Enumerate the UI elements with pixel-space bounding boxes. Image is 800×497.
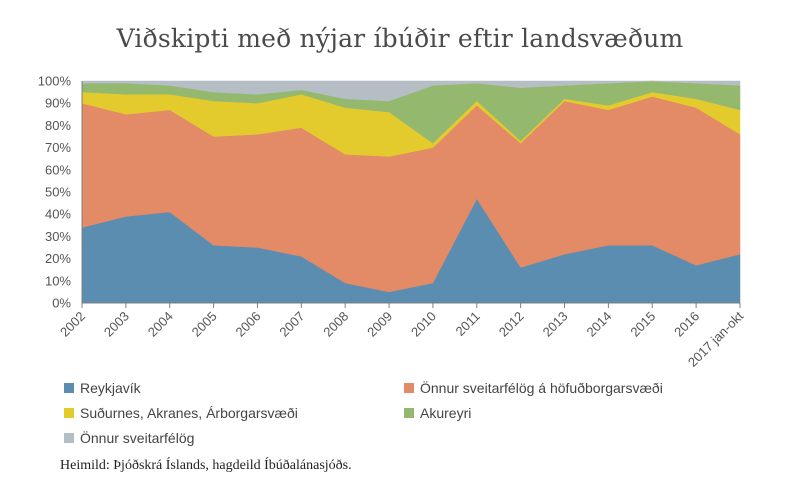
legend-label: Önnur sveitarfélög á höfuðborgarsvæði	[420, 379, 663, 396]
x-tick-label: 2003	[101, 309, 132, 340]
x-tick-label: 2002	[57, 309, 88, 340]
legend: Reykjavík Önnur sveitarfélög á höfuðborga…	[64, 379, 663, 446]
y-tick-label: 70%	[45, 140, 71, 155]
legend-label: Önnur sveitarfélög	[80, 429, 194, 446]
x-tick-label: 2013	[540, 309, 571, 340]
legend-swatch	[404, 408, 414, 418]
x-tick-label: 2005	[189, 309, 220, 340]
y-tick-label: 100%	[38, 74, 72, 89]
x-axis-tick-labels: 2002 2003 2004 2005 2006 2007 2008 2009 2010 2011…	[57, 308, 746, 369]
x-tick-label: 2011	[453, 309, 483, 339]
legend-label: Reykjavík	[80, 380, 142, 396]
source-note: Heimild: Þjóðskrá Íslands, hagdeild Íbúð…	[60, 458, 352, 473]
x-tick-label: 2004	[145, 309, 176, 340]
area-series-5	[81, 80, 741, 102]
x-tick-label: 2010	[408, 309, 439, 340]
legend-label: Suðurnes, Akranes, Árborgarsvæði	[80, 405, 298, 421]
y-axis-tick-labels: 0% 10% 20% 30% 40% 50% 60% 70% 80% 90% 100%	[38, 74, 72, 311]
y-tick-label: 20%	[45, 251, 71, 266]
legend-label: Akureyri	[420, 405, 471, 421]
area-layers	[81, 80, 741, 304]
axes	[81, 81, 741, 308]
x-tick-label: 2016	[671, 309, 702, 340]
y-tick-label: 10%	[45, 273, 71, 288]
y-tick-label: 60%	[45, 162, 71, 177]
x-tick-label: 2008	[320, 309, 351, 340]
x-tick-label: 2012	[496, 309, 527, 340]
y-tick-label: 50%	[45, 185, 71, 200]
chart-title: Viðskipti með nýjar íbúðir eftir landsvæ…	[116, 24, 684, 53]
legend-swatch	[64, 408, 74, 418]
legend-swatch	[404, 383, 414, 393]
y-tick-label: 30%	[45, 229, 71, 244]
x-tick-label: 2007	[276, 309, 307, 340]
x-tick-label: 2014	[583, 309, 614, 340]
y-tick-label: 90%	[45, 96, 71, 111]
y-tick-label: 0%	[52, 296, 71, 311]
legend-swatch	[64, 433, 74, 443]
y-tick-label: 80%	[45, 118, 71, 133]
x-tick-label: 2006	[233, 309, 264, 340]
legend-swatch	[64, 383, 74, 393]
x-tick-label: 2015	[627, 309, 658, 340]
y-tick-label: 40%	[45, 207, 71, 222]
x-tick-label: 2009	[364, 309, 395, 340]
